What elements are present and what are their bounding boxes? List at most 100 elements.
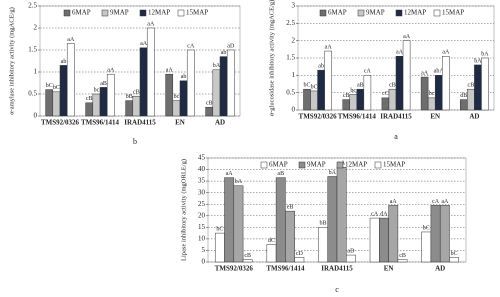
significance-letter: cB — [206, 101, 213, 107]
significance-letter: ab — [61, 59, 67, 65]
bar — [388, 88, 397, 111]
significance-letter: bC — [46, 83, 53, 89]
legend-label: 15MAP — [186, 9, 208, 17]
legend-label: 15MAP — [442, 9, 464, 17]
bar — [219, 56, 228, 117]
y-tick-label: 2.5 — [28, 2, 37, 10]
bar — [205, 106, 214, 117]
significance-letter: cA — [432, 199, 440, 205]
bar — [45, 89, 54, 117]
x-tick-label: EN — [175, 119, 185, 127]
x-tick-label: AD — [469, 113, 479, 121]
y-tick-label: 2 — [34, 24, 38, 32]
significance-letter: ab — [221, 50, 227, 56]
bar — [434, 75, 443, 111]
significance-letter: cB — [343, 93, 350, 99]
panel-label: b — [133, 137, 137, 146]
y-tick-label: 20 — [198, 211, 206, 219]
bar — [421, 231, 432, 263]
significance-letter: bC — [311, 84, 318, 90]
legend-swatch — [63, 9, 71, 17]
bar — [317, 69, 325, 111]
y-tick-label: 0.5 — [28, 90, 37, 98]
significance-letter: cC — [382, 91, 389, 97]
bar — [99, 87, 108, 117]
bar — [427, 97, 436, 111]
significance-letter: cB — [133, 90, 140, 96]
significance-letter: cD — [296, 251, 304, 257]
bar — [363, 75, 372, 111]
y-axis-label: Lipase inhibitory activity (mgORLE/g) — [180, 159, 187, 261]
y-tick-label: 35 — [198, 177, 206, 185]
x-tick-label: EN — [430, 113, 440, 121]
y-tick-label: 1 — [292, 71, 296, 79]
bar — [474, 64, 482, 111]
bar — [294, 257, 305, 263]
significance-letter: aA — [67, 37, 75, 43]
legend-label: 6MAP — [269, 161, 288, 169]
legend-swatch — [336, 161, 344, 169]
y-tick-label: 15 — [198, 223, 206, 231]
bar — [106, 73, 115, 117]
significance-letter: dA — [380, 211, 388, 217]
significance-letter: bc — [429, 91, 435, 97]
bar — [397, 259, 408, 263]
bar — [146, 27, 155, 117]
legend-label: 9MAP — [366, 9, 385, 17]
y-tick-label: 25 — [198, 200, 206, 208]
significance-letter: bA — [474, 58, 482, 64]
bar — [388, 205, 399, 263]
x-tick-label: TMS96/1414 — [81, 119, 120, 127]
x-tick-label: TMS92/0326 — [215, 265, 254, 273]
significance-letter: cB — [468, 83, 475, 89]
significance-letter: aA — [140, 41, 148, 47]
y-tick-label: 40 — [198, 165, 206, 173]
y-axis-label: α-amylase inhibitory activity (mgACE/g) — [8, 7, 15, 115]
significance-letter: cA — [364, 69, 372, 75]
bar — [275, 177, 286, 263]
legend-label: 9MAP — [307, 161, 326, 169]
significance-letter: bC — [304, 83, 311, 89]
significance-letter: aA — [107, 68, 115, 74]
significance-letter: bc — [174, 94, 180, 100]
y-tick-label: 10 — [198, 234, 206, 242]
significance-letter: bA — [329, 170, 337, 176]
bar — [327, 176, 338, 263]
significance-letter: aA — [442, 50, 450, 56]
significance-letter: aB — [277, 171, 284, 177]
bar — [346, 254, 356, 263]
significance-letter: cB — [244, 253, 251, 259]
y-tick-label: 45 — [198, 154, 206, 162]
legend-label: 6MAP — [72, 9, 91, 17]
y-tick-label: 1.5 — [286, 54, 295, 62]
bar — [336, 166, 347, 263]
significance-letter: cB — [389, 83, 396, 89]
legend-swatch — [374, 161, 382, 169]
significance-letter: bC — [53, 85, 60, 91]
significance-letter: bC — [451, 251, 458, 257]
legend-swatch — [395, 9, 403, 17]
y-tick-label: 0 — [34, 112, 38, 120]
significance-letter: aD — [347, 248, 355, 254]
bar — [420, 76, 429, 111]
x-tick-label: IRAD4115 — [321, 265, 353, 273]
x-tick-label: EN — [384, 265, 394, 273]
y-tick-label: 2.5 — [286, 19, 295, 27]
bar — [59, 65, 68, 117]
bar — [356, 88, 365, 111]
significance-letter: aA — [166, 68, 174, 74]
bar — [92, 93, 101, 117]
x-tick-label: IRAD4115 — [380, 113, 412, 121]
significance-letter: abA — [434, 69, 445, 75]
bar — [318, 227, 328, 263]
significance-letter: bc — [94, 87, 100, 93]
bar — [342, 99, 350, 111]
x-tick-label: TMS92/0326 — [41, 119, 80, 127]
y-tick-label: 30 — [198, 188, 206, 196]
significance-letter: bB — [126, 94, 133, 100]
significance-letter: aA — [403, 34, 411, 40]
significance-letter: cA — [371, 211, 379, 217]
panel-label: a — [394, 132, 398, 141]
legend-swatch — [433, 9, 441, 17]
significance-letter: cB — [86, 96, 93, 102]
